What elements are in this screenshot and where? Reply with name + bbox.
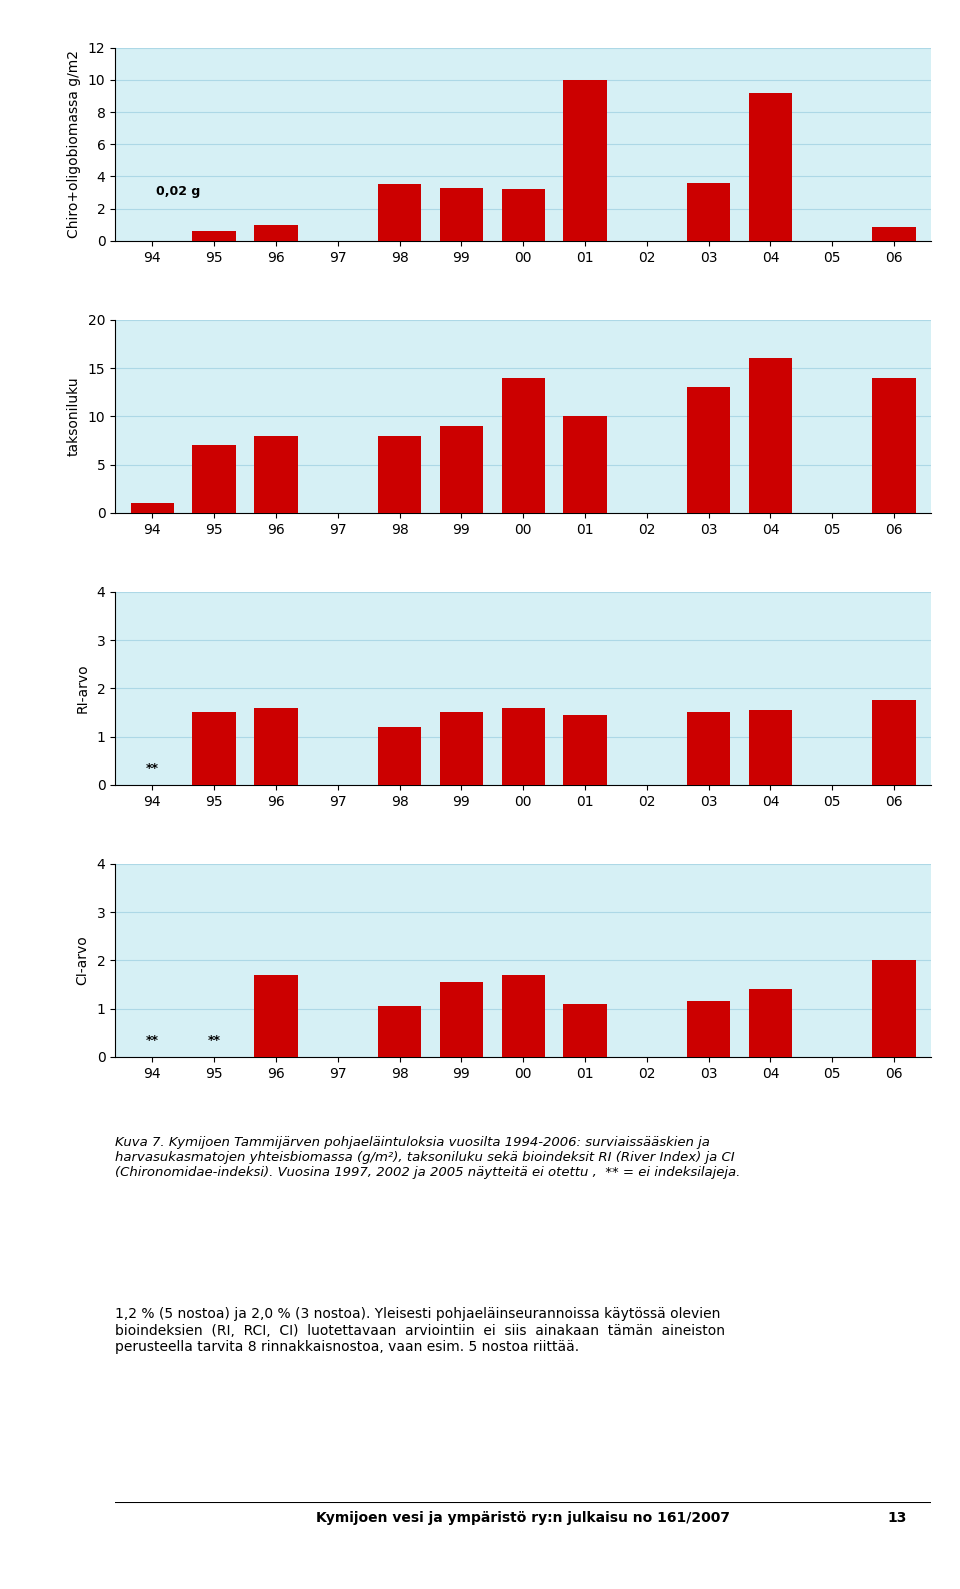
Bar: [378, 184, 421, 242]
Bar: [873, 227, 916, 242]
Bar: [440, 188, 483, 242]
Bar: [440, 712, 483, 785]
Bar: [378, 435, 421, 513]
Bar: [687, 712, 731, 785]
Bar: [564, 715, 607, 785]
Bar: [873, 701, 916, 785]
Bar: [254, 435, 298, 513]
Y-axis label: taksoniluku: taksoniluku: [67, 377, 81, 456]
Bar: [192, 712, 236, 785]
Bar: [749, 710, 792, 785]
Text: 13: 13: [887, 1511, 906, 1525]
Bar: [254, 976, 298, 1057]
Bar: [254, 707, 298, 785]
Bar: [254, 224, 298, 242]
Bar: [564, 1004, 607, 1057]
Bar: [192, 445, 236, 513]
Y-axis label: RI-arvo: RI-arvo: [76, 664, 89, 713]
Bar: [749, 990, 792, 1057]
Text: **: **: [146, 763, 158, 775]
Y-axis label: CI-arvo: CI-arvo: [76, 936, 89, 985]
Bar: [501, 378, 545, 513]
Bar: [749, 92, 792, 242]
Bar: [564, 416, 607, 513]
Bar: [378, 1006, 421, 1057]
Bar: [501, 707, 545, 785]
Bar: [440, 982, 483, 1057]
Text: Kuva 7. Kymijoen Tammijärven pohjaeläintuloksia vuosilta 1994-2006: surviaissääs: Kuva 7. Kymijoen Tammijärven pohjaeläint…: [115, 1136, 740, 1179]
Bar: [192, 230, 236, 242]
Bar: [501, 189, 545, 242]
Bar: [873, 960, 916, 1057]
Bar: [378, 726, 421, 785]
Bar: [687, 1001, 731, 1057]
Y-axis label: Chiro+oligobiomassa g/m2: Chiro+oligobiomassa g/m2: [67, 51, 81, 238]
Bar: [131, 504, 174, 513]
Bar: [873, 378, 916, 513]
Text: Kymijoen vesi ja ympäristö ry:n julkaisu no 161/2007: Kymijoen vesi ja ympäristö ry:n julkaisu…: [316, 1511, 731, 1525]
Bar: [440, 426, 483, 513]
Bar: [687, 183, 731, 242]
Bar: [564, 79, 607, 242]
Bar: [501, 976, 545, 1057]
Text: **: **: [207, 1034, 221, 1047]
Bar: [749, 359, 792, 513]
Text: 0,02 g: 0,02 g: [156, 186, 201, 199]
Text: **: **: [146, 1034, 158, 1047]
Text: 1,2 % (5 nostoa) ja 2,0 % (3 nostoa). Yleisesti pohjaeläinseurannoissa käytössä : 1,2 % (5 nostoa) ja 2,0 % (3 nostoa). Yl…: [115, 1308, 725, 1354]
Bar: [687, 388, 731, 513]
